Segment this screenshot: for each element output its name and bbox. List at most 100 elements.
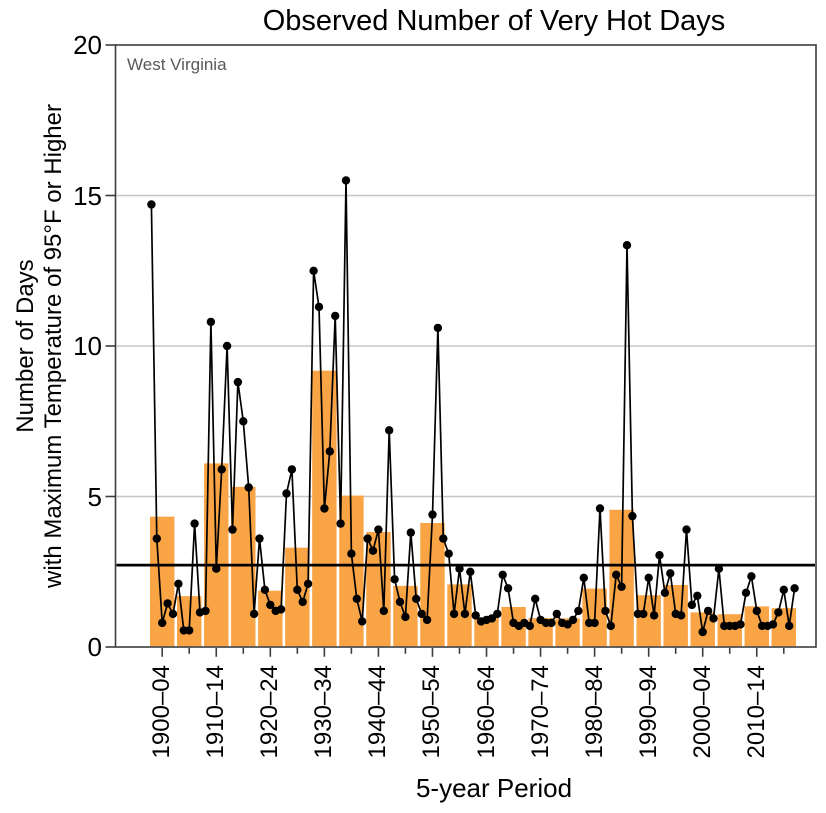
data-point <box>655 551 664 560</box>
data-point <box>309 266 318 275</box>
data-point <box>352 594 361 603</box>
data-point <box>617 582 626 591</box>
data-point <box>347 549 356 558</box>
data-point <box>390 575 399 584</box>
x-tick-label: 1970–74 <box>526 665 554 759</box>
data-point <box>303 579 313 588</box>
data-point <box>379 606 388 616</box>
data-point <box>639 609 648 619</box>
data-point <box>282 489 291 498</box>
data-point <box>714 564 724 573</box>
data-point <box>185 626 194 635</box>
y-tick-label: 15 <box>73 180 102 211</box>
x-tick-label: 1990–94 <box>634 665 662 759</box>
data-point <box>244 483 253 492</box>
x-axis-title: 5-year Period <box>415 773 573 803</box>
data-point <box>293 585 302 594</box>
data-point <box>228 525 237 534</box>
data-point <box>368 546 378 555</box>
x-tick-label: 2010–14 <box>742 665 770 759</box>
y-axis-label-line2: with Maximum Temperature of 95°F or High… <box>40 104 67 588</box>
x-tick-label: 2000–04 <box>688 665 716 759</box>
data-point <box>693 591 702 600</box>
data-point <box>612 570 621 579</box>
x-tick-label: 1920–24 <box>256 665 284 759</box>
data-point <box>455 564 464 573</box>
data-point <box>325 447 334 456</box>
data-point <box>752 606 761 616</box>
data-point <box>412 594 421 603</box>
data-point <box>147 200 156 209</box>
data-point <box>768 620 778 629</box>
annual-line <box>150 180 796 633</box>
y-tick-label: 5 <box>87 481 102 512</box>
x-tick-label: 1980–84 <box>580 665 608 759</box>
data-point <box>444 549 453 558</box>
data-point <box>606 621 615 631</box>
data-point <box>439 534 448 543</box>
data-point <box>493 609 502 619</box>
data-point <box>466 567 475 576</box>
data-point <box>460 609 470 619</box>
data-point <box>298 597 307 607</box>
data-point <box>747 572 756 581</box>
data-point <box>331 311 340 321</box>
bar <box>717 614 742 647</box>
data-point <box>222 341 232 351</box>
data-point <box>276 605 286 614</box>
data-point <box>660 588 670 597</box>
data-point <box>158 618 167 628</box>
data-point <box>358 617 367 626</box>
y-axis-label-line1: Number of Days <box>12 259 39 433</box>
data-point <box>260 585 270 594</box>
data-point <box>422 615 432 625</box>
data-point <box>168 609 178 619</box>
data-point <box>336 519 345 528</box>
data-point <box>212 564 221 573</box>
x-tick-label: 1950–54 <box>418 665 446 759</box>
data-point <box>676 611 686 620</box>
data-point <box>531 594 540 603</box>
data-point <box>266 600 275 610</box>
data-point <box>233 377 243 387</box>
data-point <box>152 534 161 543</box>
bar <box>636 595 661 647</box>
data-point <box>552 609 561 619</box>
data-point <box>471 611 480 620</box>
data-point <box>428 510 437 519</box>
data-point <box>595 504 605 513</box>
y-tick-label: 0 <box>87 632 102 662</box>
data-point <box>249 609 259 619</box>
data-point <box>498 570 507 579</box>
data-point <box>433 323 443 333</box>
data-point <box>644 573 653 582</box>
bar <box>285 547 310 647</box>
data-point <box>601 606 610 616</box>
data-point <box>406 528 415 537</box>
data-point <box>547 618 556 628</box>
data-point <box>568 615 578 625</box>
region-label: West Virginia <box>127 55 227 74</box>
data-point <box>287 465 297 474</box>
data-point <box>741 588 751 597</box>
data-point <box>217 465 226 474</box>
data-point <box>395 597 405 607</box>
bar <box>420 522 445 647</box>
data-point <box>163 599 172 608</box>
x-tick-label: 1960–64 <box>472 665 500 759</box>
data-point <box>525 621 534 631</box>
data-point <box>785 621 794 631</box>
data-point <box>703 606 713 616</box>
data-point <box>255 534 264 543</box>
x-tick-label: 1930–34 <box>310 665 338 759</box>
y-tick-label: 10 <box>73 331 102 361</box>
data-point <box>698 627 707 637</box>
data-point <box>774 608 783 617</box>
data-point <box>401 612 410 622</box>
data-point <box>320 504 329 513</box>
data-point <box>239 417 248 426</box>
data-point <box>206 317 216 327</box>
data-point <box>374 525 383 534</box>
